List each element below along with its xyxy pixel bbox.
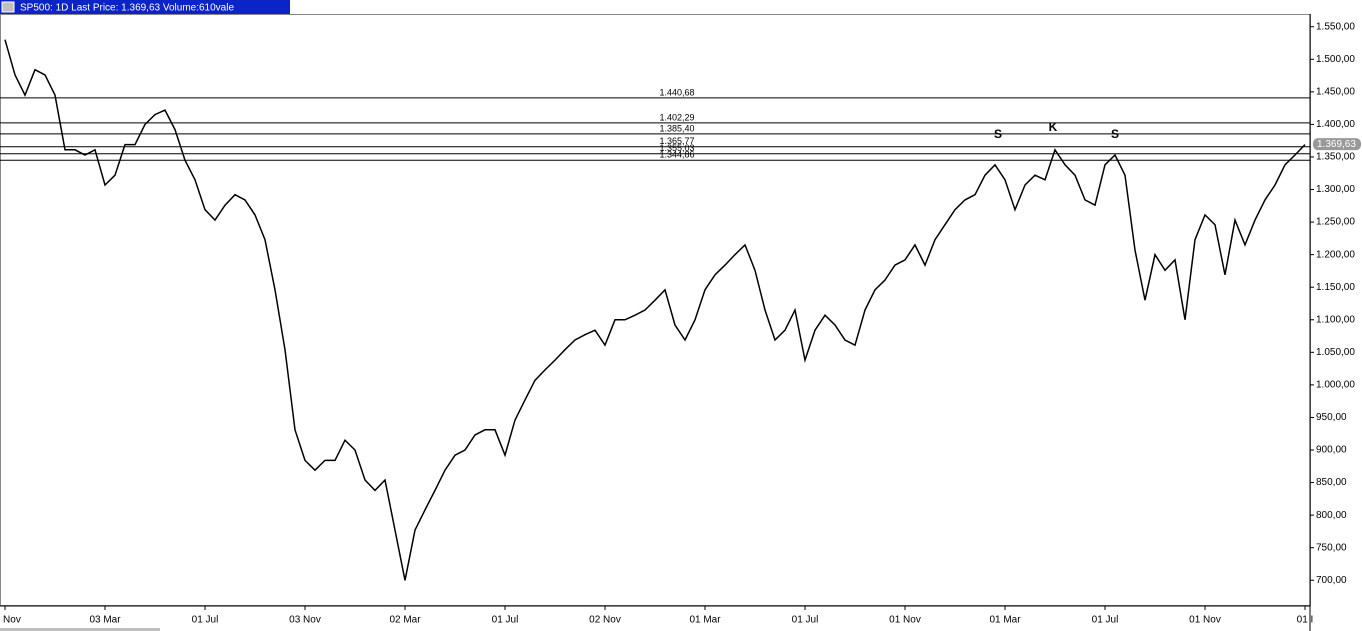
- level-label: 1.440,68: [659, 87, 694, 97]
- level-label: 1.385,40: [659, 123, 694, 133]
- y-tick-label: 1.200,00: [1316, 249, 1355, 260]
- y-tick-label: 1.250,00: [1316, 217, 1355, 228]
- y-tick-label: 1.450,00: [1316, 86, 1355, 97]
- price-line: [4, 39, 1306, 581]
- y-tick-label: 700,00: [1316, 575, 1347, 586]
- window-icon: [1, 1, 15, 13]
- x-tick-label: 01 Jul: [1092, 615, 1119, 626]
- x-tick-label: 03 Nov: [289, 615, 321, 626]
- level-label: 1.402,29: [659, 112, 694, 122]
- y-tick-label: 1.300,00: [1316, 184, 1355, 195]
- pattern-annotation: S: [1111, 127, 1119, 141]
- y-tick-label: 1.000,00: [1316, 380, 1355, 391]
- x-tick-label: 01 Mar: [689, 615, 721, 626]
- y-tick-label: 1.350,00: [1316, 152, 1355, 163]
- y-tick-label: 1.050,00: [1316, 347, 1355, 358]
- level-label: 1.344,86: [659, 150, 694, 160]
- x-tick-label: 01 I: [1297, 615, 1314, 626]
- x-tick-label: 02 Nov: [589, 615, 621, 626]
- x-tick-label: 01 Nov: [0, 615, 21, 626]
- last-price-label: 1.369,63: [1317, 139, 1356, 150]
- y-tick-label: 950,00: [1316, 412, 1347, 423]
- level-label: 1.355,03: [659, 143, 694, 153]
- y-tick-label: 1.550,00: [1316, 21, 1355, 32]
- pattern-annotation: S: [994, 127, 1002, 141]
- y-tick-label: 900,00: [1316, 445, 1347, 456]
- x-tick-label: 01 Jul: [192, 615, 219, 626]
- y-tick-label: 1.500,00: [1316, 54, 1355, 65]
- chart-title: SP500: 1D Last Price: 1.369,63 Volume:61…: [20, 3, 234, 14]
- x-tick-label: 02 Mar: [389, 615, 421, 626]
- pattern-annotation: K: [1049, 120, 1058, 134]
- last-price-badge: [1313, 138, 1361, 151]
- x-tick-label: 01 Mar: [989, 615, 1021, 626]
- y-tick-label: 750,00: [1316, 542, 1347, 553]
- x-tick-label: 03 Mar: [89, 615, 121, 626]
- title-bar: [0, 0, 290, 14]
- x-tick-label: 01 Jul: [492, 615, 519, 626]
- x-tick-label: 01 Nov: [889, 615, 921, 626]
- x-tick-label: 01 Nov: [1189, 615, 1221, 626]
- y-tick-label: 1.400,00: [1316, 119, 1355, 130]
- y-tick-label: 1.150,00: [1316, 282, 1355, 293]
- y-tick-label: 800,00: [1316, 510, 1347, 521]
- y-tick-label: 850,00: [1316, 477, 1347, 488]
- scrollbar: [0, 628, 160, 631]
- x-tick-label: 01 Jul: [792, 615, 819, 626]
- y-tick-label: 1.100,00: [1316, 314, 1355, 325]
- level-label: 1.365,77: [659, 136, 694, 146]
